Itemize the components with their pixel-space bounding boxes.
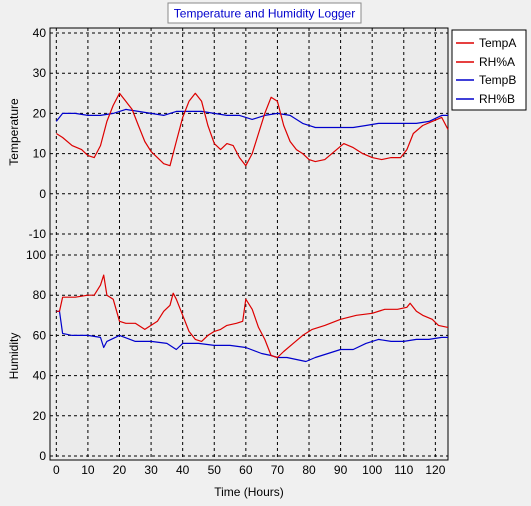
y-tick-label-temperature: 10 xyxy=(33,147,47,161)
legend: TempA RH%A TempB RH%B xyxy=(451,29,527,111)
series-line-rha xyxy=(56,274,449,359)
x-tick-label: 10 xyxy=(81,463,95,477)
chart-title: Temperature and Humidity Logger xyxy=(174,7,355,21)
x-tick-label: 110 xyxy=(394,463,413,477)
x-tick-label: 90 xyxy=(334,463,348,477)
series-line-rhb xyxy=(56,310,448,363)
y-tick-label-temperature: 40 xyxy=(33,26,47,40)
y-tick-label-humidity: 80 xyxy=(33,288,47,302)
x-tick-label: 30 xyxy=(144,463,158,477)
y-tick-label-humidity: 60 xyxy=(33,328,47,342)
legend-label-tempb: TempB xyxy=(479,73,516,87)
y-tick-label-temperature: 30 xyxy=(33,66,47,80)
plot-frame xyxy=(49,27,449,461)
x-tick-label: 100 xyxy=(362,463,382,477)
x-tick-label: 50 xyxy=(208,463,222,477)
x-tick-label: 40 xyxy=(176,463,190,477)
x-axis-title: Time (Hours) xyxy=(214,485,284,499)
grid-lines xyxy=(50,28,448,460)
y-tick-label-humidity: 0 xyxy=(39,449,46,463)
y-tick-label-humidity: 100 xyxy=(26,248,46,262)
x-tick-label: 20 xyxy=(113,463,127,477)
y-axis-title-temperature: Temperature xyxy=(7,98,21,166)
chart-title-box xyxy=(167,2,362,24)
series-line-tempa xyxy=(55,92,449,167)
legend-label-rha: RH%A xyxy=(479,55,515,69)
x-tick-label: 60 xyxy=(239,463,253,477)
axis-ticks: 0 10 20 30 40 50 60 70 80 90 100 110 120 -10 0 10 20 30 40… xyxy=(26,26,446,477)
x-tick-label: 0 xyxy=(53,463,60,477)
y-tick-label-humidity: 40 xyxy=(33,369,47,383)
y-tick-label-temperature: -10 xyxy=(29,227,47,241)
x-tick-label: 70 xyxy=(271,463,285,477)
y-tick-label-temperature: 0 xyxy=(39,187,46,201)
legend-label-rhb: RH%B xyxy=(479,92,515,106)
plot-series xyxy=(55,92,449,363)
y-tick-label-temperature: 20 xyxy=(33,106,47,120)
y-tick-label-humidity: 20 xyxy=(33,409,47,423)
y-axis-title-humidity: Humidity xyxy=(7,333,21,380)
x-tick-label: 80 xyxy=(302,463,316,477)
legend-label-tempa: TempA xyxy=(479,36,516,50)
x-tick-label: 120 xyxy=(425,463,445,477)
series-line-tempb xyxy=(55,108,448,129)
